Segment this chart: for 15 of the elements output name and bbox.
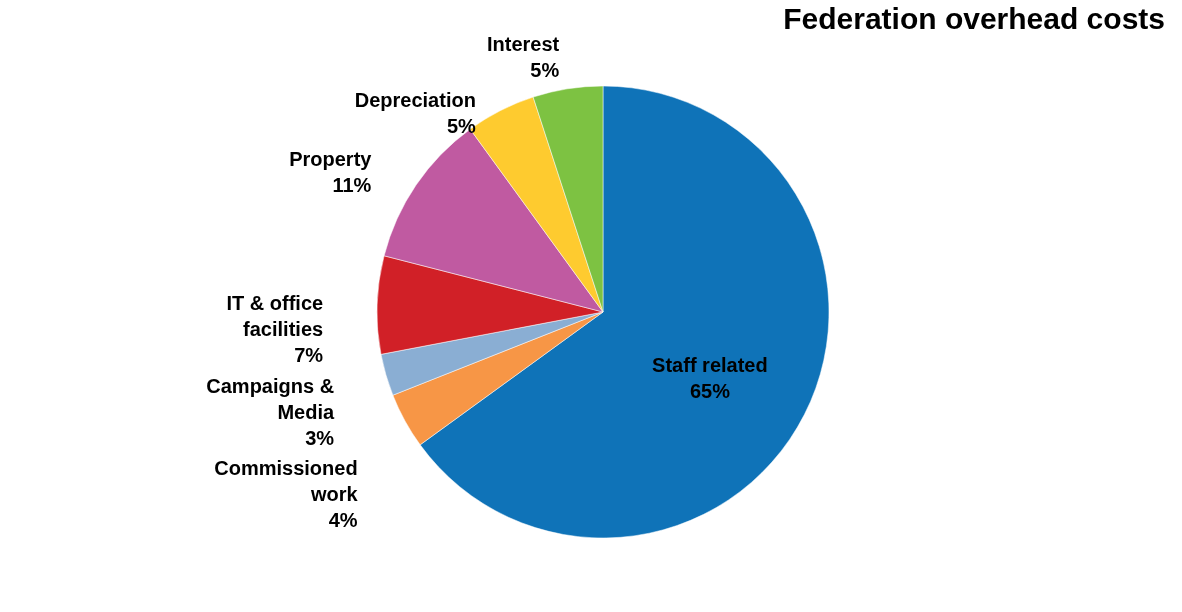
data-label: 11% [332,174,372,197]
data-label: 5% [446,115,477,138]
text: Federation overhead costs [783,2,1165,36]
data-label: 4% [328,509,358,532]
slice-label: IT & office facilities [226,291,324,340]
slice-label: Staff related [652,354,768,377]
data-label: 65% [689,380,731,403]
data-label: 5% [530,59,560,82]
slice-label: Commissioned work [214,457,359,506]
slice-label: Interest [486,33,560,56]
slice-label: Depreciation [354,89,476,112]
data-label: 3% [305,427,335,450]
slice-label: Campaigns & Media [206,375,335,424]
slice-label: Property [289,148,373,171]
data-label: 7% [294,343,324,366]
